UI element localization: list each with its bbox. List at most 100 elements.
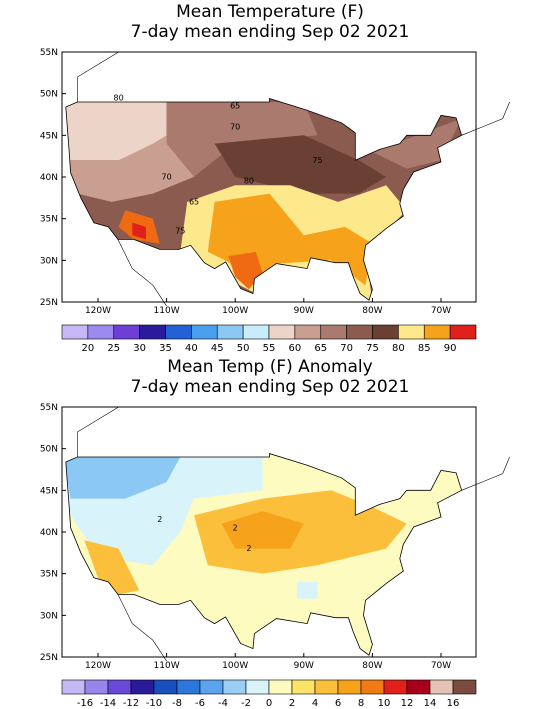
contour-label: 80 xyxy=(113,93,123,102)
shaded-region xyxy=(194,490,407,574)
map-title: Mean Temperature (F) xyxy=(176,2,364,22)
lat-label: 35N xyxy=(40,215,58,225)
contour-label: 65 xyxy=(189,197,199,206)
colorbar-swatch xyxy=(383,679,408,695)
lat-label: 25N xyxy=(40,298,58,308)
colorbar-label: 40 xyxy=(185,343,198,354)
colorbar-label: 55 xyxy=(263,343,276,354)
colorbar-swatch xyxy=(222,679,247,695)
colorbar-label: -2 xyxy=(241,698,251,709)
contour-label: 2 xyxy=(246,544,251,553)
colorbar-swatch xyxy=(291,679,316,695)
colorbar-swatch xyxy=(406,679,431,695)
colorbar-swatch xyxy=(268,324,296,340)
contour-label: 2 xyxy=(233,523,238,532)
lon-label: 100W xyxy=(222,661,248,671)
colorbar-label: 65 xyxy=(314,343,327,354)
colorbar-label: 0 xyxy=(266,698,272,709)
colorbar-swatch xyxy=(130,679,155,695)
lon-label: 110W xyxy=(154,306,180,316)
colorbar-swatch xyxy=(107,679,132,695)
contour-label: 70 xyxy=(162,172,172,181)
lon-label: 110W xyxy=(154,661,180,671)
colorbar-swatch xyxy=(165,324,192,340)
colorbar-swatch xyxy=(320,324,347,340)
contour-label: 75 xyxy=(312,156,322,165)
colorbar-label: 60 xyxy=(289,343,302,354)
contour-label: 70 xyxy=(230,122,240,131)
colorbar-label: -12 xyxy=(123,698,139,709)
colorbar-label: 35 xyxy=(159,343,172,354)
border-line xyxy=(77,51,119,102)
colorbar-label: 16 xyxy=(447,698,460,709)
colorbar-swatch xyxy=(199,679,224,695)
map-panel: Mean Temperature (F)7-day mean ending Se… xyxy=(40,2,510,354)
shaded-region xyxy=(228,251,263,290)
lat-label: 45N xyxy=(40,486,58,496)
colorbar-swatch xyxy=(429,679,454,695)
border-line xyxy=(117,239,167,307)
lat-label: 35N xyxy=(40,570,58,580)
border-line xyxy=(77,406,119,457)
lon-label: 120W xyxy=(85,661,111,671)
colorbar-label: 10 xyxy=(378,698,391,709)
colorbar-swatch xyxy=(113,324,140,340)
contour-label: 75 xyxy=(175,227,185,236)
colorbar-swatch xyxy=(314,679,339,695)
colorbar-swatch xyxy=(294,324,322,340)
contour-label: 2 xyxy=(157,515,162,524)
colorbar-label: 14 xyxy=(424,698,437,709)
shaded-region xyxy=(65,102,167,161)
colorbar-swatch xyxy=(245,679,270,695)
colorbar-label: 45 xyxy=(211,343,224,354)
colorbar-label: 6 xyxy=(335,698,341,709)
shaded-region xyxy=(221,511,304,549)
colorbar-swatch xyxy=(176,679,201,695)
lon-label: 70W xyxy=(431,306,451,316)
map-fill xyxy=(65,98,462,301)
colorbar-label: 85 xyxy=(418,343,431,354)
colorbar-label: -4 xyxy=(218,698,228,709)
lat-label: 55N xyxy=(40,403,58,413)
colorbar-label: 30 xyxy=(133,343,146,354)
border-line xyxy=(117,594,167,662)
colorbar-swatch xyxy=(268,679,293,695)
us-outline xyxy=(65,98,463,301)
colorbar-swatch xyxy=(337,679,362,695)
colorbar-label: -14 xyxy=(100,698,116,709)
colorbar-label: 50 xyxy=(237,343,250,354)
shaded-region xyxy=(214,135,387,194)
colorbar-swatch xyxy=(372,324,399,340)
colorbar-swatch xyxy=(84,679,109,695)
lon-label: 70W xyxy=(431,661,451,671)
colorbar-swatch xyxy=(360,679,385,695)
contour-label: 65 xyxy=(230,102,240,111)
shaded-region xyxy=(166,102,318,177)
colorbar-label: 8 xyxy=(358,698,364,709)
map-fill xyxy=(65,453,462,656)
lon-label: 90W xyxy=(294,661,314,671)
lat-label: 40N xyxy=(40,173,58,183)
colorbar-swatch xyxy=(423,324,451,340)
lon-label: 80W xyxy=(362,661,382,671)
colorbar-swatch xyxy=(87,324,115,340)
colorbar-swatch xyxy=(61,324,89,340)
lon-label: 120W xyxy=(85,306,111,316)
border-line xyxy=(461,101,510,136)
colorbar-label: -10 xyxy=(146,698,162,709)
colorbar-label: 70 xyxy=(340,343,353,354)
lat-label: 55N xyxy=(40,48,58,58)
map-title: 7-day mean ending Sep 02 2021 xyxy=(131,377,410,397)
shaded-region xyxy=(132,222,146,240)
lat-label: 45N xyxy=(40,131,58,141)
colorbar-swatch xyxy=(153,679,178,695)
colorbar-label: 80 xyxy=(392,343,405,354)
colorbar-label: -6 xyxy=(195,698,205,709)
colorbar-swatch xyxy=(242,324,270,340)
colorbar-label: 90 xyxy=(444,343,457,354)
contour-label: 80 xyxy=(244,177,254,186)
colorbar-label: 2 xyxy=(289,698,295,709)
shaded-region xyxy=(65,127,201,202)
